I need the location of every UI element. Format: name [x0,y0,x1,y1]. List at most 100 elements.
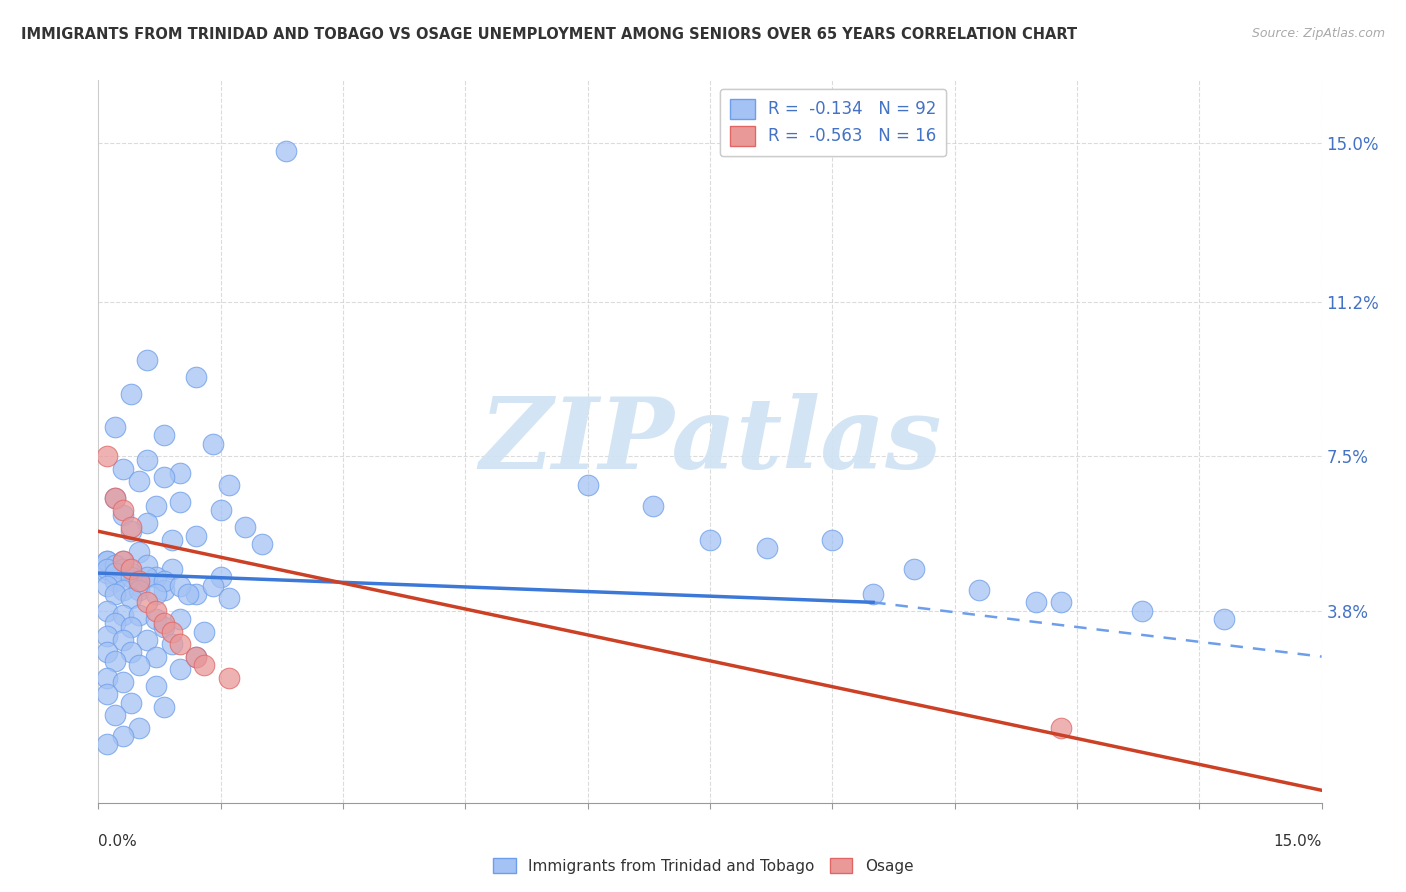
Point [111,674,134,689]
Point [96,579,118,593]
Point [169,612,191,626]
Point [96,553,118,567]
Point [903,562,925,576]
Point [160,637,183,651]
Text: 0.0%: 0.0% [98,834,138,849]
Point [120,524,142,539]
Point [136,516,159,530]
Legend: R =  -0.134   N = 92, R =  -0.563   N = 16: R = -0.134 N = 92, R = -0.563 N = 16 [720,88,946,156]
Point [233,520,256,534]
Point [169,495,191,509]
Point [136,453,159,467]
Point [111,607,134,622]
Point [169,637,191,651]
Point [152,699,174,714]
Point [152,470,174,484]
Point [104,566,127,580]
Point [1049,721,1071,735]
Point [128,579,150,593]
Point [177,587,200,601]
Point [576,478,599,492]
Point [96,604,118,618]
Point [111,553,134,567]
Point [152,428,174,442]
Point [128,721,150,735]
Point [1049,595,1071,609]
Point [136,353,159,368]
Point [1130,604,1153,618]
Point [186,649,208,664]
Point [136,595,159,609]
Point [111,729,134,743]
Point [128,607,150,622]
Point [111,582,134,597]
Point [1025,595,1047,609]
Point [120,562,142,576]
Point [128,545,150,559]
Point [104,491,127,505]
Point [186,528,208,542]
Point [111,508,134,522]
Point [120,570,142,584]
Point [193,624,215,639]
Point [186,369,208,384]
Point [111,553,134,567]
Point [120,696,142,710]
Point [104,616,127,631]
Point [136,570,159,584]
Point [218,591,240,606]
Point [152,582,174,597]
Point [111,461,134,475]
Point [128,582,150,597]
Point [193,657,215,672]
Point [186,649,208,664]
Point [699,533,721,547]
Point [128,474,150,488]
Point [641,500,664,514]
Point [160,624,183,639]
Point [821,533,844,547]
Point [104,708,127,723]
Point [145,570,167,584]
Point [96,671,118,685]
Point [145,679,167,693]
Point [967,582,990,597]
Point [169,579,191,593]
Point [1212,612,1234,626]
Point [145,649,167,664]
Point [96,645,118,659]
Point [186,587,208,601]
Point [136,558,159,572]
Point [201,436,224,450]
Point [120,386,142,401]
Point [169,466,191,480]
Point [128,574,150,589]
Point [862,587,884,601]
Point [120,591,142,606]
Point [145,604,167,618]
Point [152,620,174,634]
Text: 15.0%: 15.0% [1274,834,1322,849]
Point [120,566,142,580]
Point [145,587,167,601]
Point [160,533,183,547]
Point [96,449,118,463]
Point [104,654,127,668]
Point [111,503,134,517]
Point [120,620,142,634]
Point [218,671,240,685]
Point [218,478,240,492]
Point [104,558,127,572]
Point [145,612,167,626]
Point [96,562,118,576]
Point [169,662,191,676]
Point [145,500,167,514]
Point [152,574,174,589]
Legend: Immigrants from Trinidad and Tobago, Osage: Immigrants from Trinidad and Tobago, Osa… [486,852,920,880]
Point [152,616,174,631]
Point [274,145,297,159]
Point [111,562,134,576]
Text: ZIPatlas: ZIPatlas [479,393,941,490]
Point [160,562,183,576]
Point [128,657,150,672]
